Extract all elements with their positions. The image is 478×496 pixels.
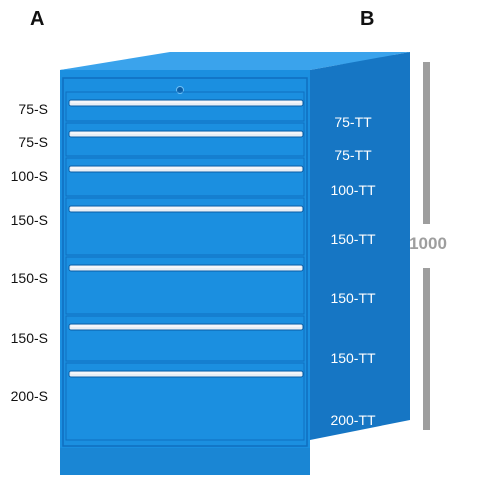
- drawer-front: [65, 362, 305, 441]
- drawer-handle: [68, 130, 304, 138]
- drawer-tt-label: 200-TT: [330, 412, 376, 428]
- drawer-handle: [68, 323, 304, 331]
- drawer-s-label: 75-S: [18, 134, 48, 150]
- drawer-s-label: 150-S: [10, 270, 48, 286]
- drawer-front: [65, 157, 305, 197]
- drawer-handle: [68, 165, 304, 173]
- drawer-front: [65, 197, 305, 256]
- height-dimension-bar-bottom: [423, 268, 430, 430]
- column-a-label: A: [30, 8, 45, 30]
- drawer-handle: [68, 264, 304, 272]
- drawer-front: [65, 91, 305, 122]
- drawer-tt-label: 150-TT: [330, 350, 376, 366]
- height-dimension-label: 1000: [409, 234, 447, 253]
- drawer-s-label: 150-S: [10, 212, 48, 228]
- drawer-front: [65, 256, 305, 315]
- column-b-label: B: [360, 8, 375, 30]
- drawer-tt-label: 75-TT: [334, 147, 372, 163]
- drawer-handle: [68, 205, 304, 213]
- drawer-tt-label: 75-TT: [334, 114, 372, 130]
- drawer-handle: [68, 370, 304, 378]
- drawer-s-label: 200-S: [10, 388, 48, 404]
- cabinet-side: [310, 52, 410, 440]
- height-dimension-bar-top: [423, 62, 430, 224]
- drawer-front: [65, 315, 305, 362]
- cabinet-top-fill: [60, 52, 410, 70]
- cabinet-frame: [62, 77, 308, 447]
- drawer-front: [65, 122, 305, 157]
- drawer-tt-label: 150-TT: [330, 290, 376, 306]
- drawer-handle: [68, 99, 304, 107]
- drawer-tt-label: 150-TT: [330, 231, 376, 247]
- drawer-s-label: 150-S: [10, 330, 48, 346]
- drawer-s-label: 75-S: [18, 101, 48, 117]
- cabinet-plinth: [60, 448, 310, 475]
- drawer-s-label: 100-S: [10, 168, 48, 184]
- drawer-tt-label: 100-TT: [330, 182, 376, 198]
